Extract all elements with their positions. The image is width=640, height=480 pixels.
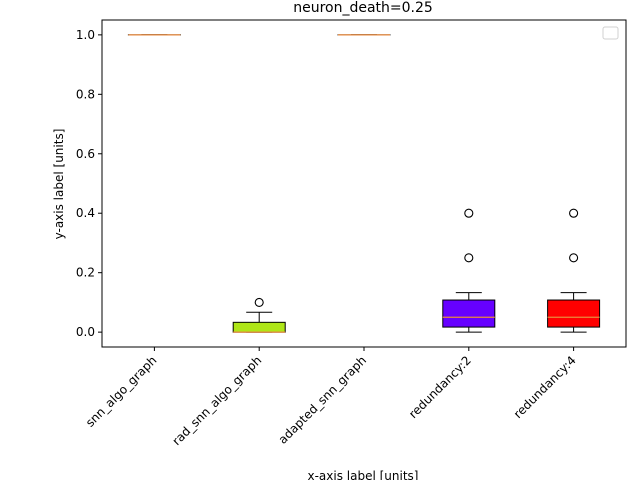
box-body [232, 321, 286, 333]
y-tick-label: 0.8 [76, 87, 95, 101]
box-body [442, 299, 496, 328]
y-tick-label: 0.0 [76, 325, 95, 339]
y-tick-label: 0.2 [76, 266, 95, 280]
outlier-point [254, 297, 264, 307]
outlier-point [464, 208, 474, 218]
y-axis-label: y-axis label [units] [52, 129, 66, 240]
x-tick-label: redundancy:4 [511, 353, 579, 421]
y-tick-label: 0.4 [76, 206, 95, 220]
outlier-point [569, 253, 579, 263]
legend-box [602, 26, 619, 40]
x-tick-label: rad_snn_algo_graph [169, 353, 264, 448]
x-tick-label: redundancy:2 [406, 353, 474, 421]
plot-area: 0.0 0.2 0.4 0.6 0.8 1.0 snn_algo_graph rad_snn_… [76, 19, 627, 448]
x-tick-label: snn_algo_graph [83, 353, 160, 430]
axes-frame [101, 19, 627, 348]
outlier-point [569, 208, 579, 218]
x-axis-label: x-axis label [units] [308, 469, 419, 480]
y-tick-label: 1.0 [76, 28, 95, 42]
box-body [547, 299, 601, 328]
x-tick-label: adapted_snn_graph [276, 353, 370, 447]
chart-title: neuron_death=0.25 [293, 0, 433, 16]
y-tick-label: 0.6 [76, 147, 95, 161]
outlier-point [464, 253, 474, 263]
